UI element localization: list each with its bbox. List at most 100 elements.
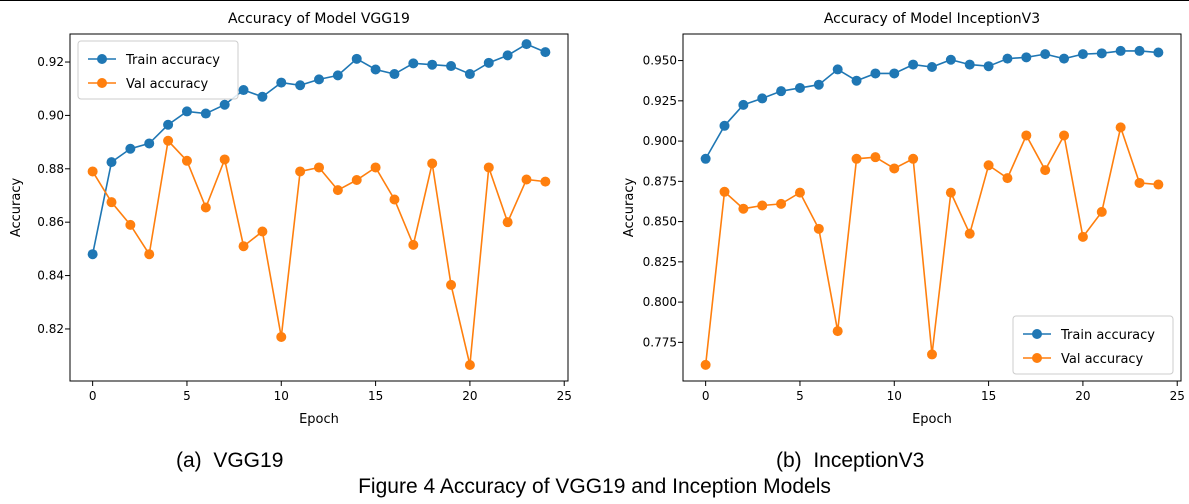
- data-point-train: [540, 47, 551, 58]
- legend-box: [77, 40, 239, 100]
- data-point-val: [1096, 206, 1107, 217]
- data-point-val: [794, 187, 805, 198]
- top-rule: [0, 0, 1189, 1]
- data-point-val: [719, 186, 730, 197]
- y-axis-label: Accuracy: [9, 178, 24, 238]
- y-tick-label: 0.925: [643, 94, 677, 108]
- data-point-train: [200, 108, 211, 119]
- data-point-train: [1153, 47, 1164, 58]
- data-point-train: [483, 57, 494, 68]
- legend-label-train: Train accuracy: [1060, 328, 1155, 343]
- data-point-train: [332, 70, 343, 81]
- data-point-val: [370, 162, 381, 173]
- y-tick-label: 0.92: [37, 55, 64, 69]
- data-point-train: [794, 82, 805, 93]
- y-tick-label: 0.82: [37, 322, 64, 336]
- legend-marker-train: [97, 54, 107, 64]
- data-point-train: [257, 91, 268, 102]
- data-point-val: [813, 223, 824, 234]
- legend-label-val: Val accuracy: [1061, 352, 1144, 367]
- data-point-val: [427, 158, 438, 169]
- data-point-val: [276, 331, 287, 342]
- data-point-train: [851, 75, 862, 86]
- data-point-val: [1040, 165, 1051, 176]
- x-axis-label: Epoch: [912, 412, 952, 427]
- x-tick-label: 15: [368, 389, 383, 403]
- figure-caption: Figure 4 Accuracy of VGG19 and Inception…: [358, 475, 831, 498]
- plot-frame: [69, 33, 569, 382]
- data-point-train: [964, 59, 975, 70]
- y-tick-label: 0.88: [37, 162, 64, 176]
- data-point-val: [1134, 177, 1145, 188]
- data-point-train: [408, 58, 419, 69]
- data-point-val: [1021, 130, 1032, 141]
- data-point-train: [700, 153, 711, 164]
- data-point-train: [1040, 49, 1051, 60]
- data-point-val: [1153, 179, 1164, 190]
- legend-label-val: Val accuracy: [126, 77, 209, 92]
- y-tick-label: 0.775: [643, 335, 677, 349]
- data-point-val: [464, 359, 475, 370]
- legend: Train accuracy Val accuracy: [1012, 315, 1174, 375]
- data-point-val: [125, 219, 136, 230]
- data-point-train: [106, 157, 117, 168]
- data-point-val: [219, 154, 230, 165]
- data-point-train: [87, 249, 98, 260]
- data-point-val: [1077, 231, 1088, 242]
- data-point-train: [983, 61, 994, 72]
- data-point-val: [738, 203, 749, 214]
- data-point-val: [832, 326, 843, 337]
- data-point-val: [540, 176, 551, 187]
- x-tick-label: 20: [1075, 389, 1090, 403]
- data-point-val: [870, 152, 881, 163]
- y-tick-label: 0.850: [643, 215, 677, 229]
- data-point-train: [1134, 45, 1145, 56]
- data-point-train: [945, 54, 956, 65]
- data-point-val: [332, 185, 343, 196]
- y-tick-label: 0.800: [643, 295, 677, 309]
- data-point-train: [889, 68, 900, 79]
- data-point-train: [389, 69, 400, 80]
- data-point-val: [144, 249, 155, 260]
- data-point-train: [502, 50, 513, 61]
- x-tick-label: 0: [702, 389, 710, 403]
- data-point-val: [945, 187, 956, 198]
- data-point-val: [408, 239, 419, 250]
- data-point-val: [295, 166, 306, 177]
- x-tick-label: 5: [796, 389, 804, 403]
- x-axis-label: Epoch: [299, 412, 339, 427]
- plot-frame: [682, 33, 1182, 382]
- chart-1: Accuracy of Model InceptionV3 0 5 10 15 20 25 0…: [622, 11, 1185, 427]
- data-point-train: [757, 93, 768, 104]
- data-point-val: [314, 162, 324, 173]
- data-point-train: [1002, 53, 1013, 64]
- data-point-val: [889, 163, 900, 174]
- data-point-train: [219, 99, 230, 110]
- data-point-train: [314, 74, 324, 85]
- data-point-val: [964, 228, 975, 239]
- data-point-train: [813, 79, 824, 90]
- y-tick-label: 0.825: [643, 255, 677, 269]
- data-point-train: [370, 64, 381, 75]
- chart-0: Accuracy of Model VGG19 0 5 10 15 20 25 0.82 0.8…: [9, 11, 572, 427]
- data-point-train: [163, 119, 174, 130]
- data-point-val: [1002, 173, 1013, 184]
- data-point-val: [181, 155, 192, 166]
- data-point-val: [238, 241, 249, 252]
- x-tick-label: 10: [887, 389, 902, 403]
- x-tick-label: 10: [274, 389, 289, 403]
- data-point-train: [464, 69, 475, 80]
- data-point-val: [87, 166, 98, 177]
- x-tick-label: 25: [1170, 389, 1185, 403]
- data-point-train: [1021, 52, 1032, 63]
- data-point-val: [776, 198, 787, 209]
- data-point-val: [446, 279, 457, 290]
- chart-title: Accuracy of Model VGG19: [228, 11, 410, 27]
- data-point-train: [238, 85, 249, 96]
- legend-marker-val: [1032, 353, 1042, 363]
- subcaption-inceptionv3: (b) InceptionV3: [776, 449, 925, 472]
- data-point-train: [351, 53, 362, 64]
- x-tick-label: 0: [89, 389, 97, 403]
- x-tick-label: 15: [981, 389, 996, 403]
- data-point-train: [1115, 45, 1126, 56]
